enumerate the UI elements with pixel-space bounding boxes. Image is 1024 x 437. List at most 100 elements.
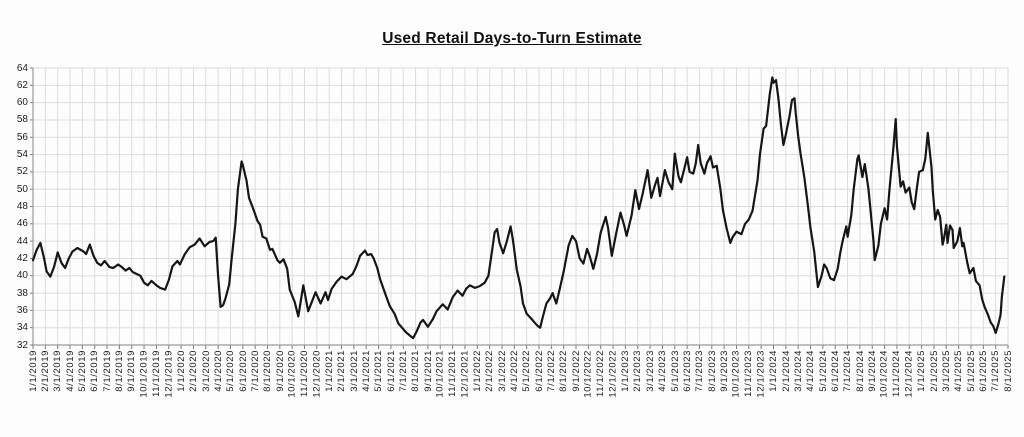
y-axis-label: 40 (16, 270, 28, 282)
x-axis-label: 5/1/2021 (373, 350, 385, 392)
x-axis-label: 4/1/2022 (508, 350, 520, 392)
y-axis-label: 34 (16, 322, 28, 334)
x-axis-label: 4/1/2020 (212, 350, 224, 392)
x-axis-label: 10/1/2022 (582, 350, 594, 398)
x-axis-label: 9/1/2020 (274, 350, 286, 392)
x-axis-label: 7/1/2022 (545, 350, 557, 392)
y-axis-label: 64 (16, 62, 28, 74)
x-axis-label: 8/1/2025 (1002, 350, 1014, 392)
x-axis-label: 3/1/2024 (792, 350, 804, 392)
x-axis-label: 6/1/2024 (829, 350, 841, 392)
x-axis-label: 7/1/2021 (397, 350, 409, 392)
x-axis-label: 5/1/2025 (965, 350, 977, 392)
x-axis-label: 9/1/2023 (718, 350, 730, 392)
x-axis-label: 8/1/2024 (854, 350, 866, 392)
data-series-line (31, 76, 1006, 340)
x-axis-label: 11/1/2023 (743, 350, 755, 397)
x-axis-label: 7/1/2025 (990, 350, 1002, 392)
x-axis-label: 1/1/2022 (471, 350, 483, 392)
x-axis-label: 2/1/2019 (39, 350, 51, 392)
x-axis-label: 10/1/2024 (879, 350, 891, 398)
x-axis-label: 6/1/2019 (89, 350, 101, 392)
x-axis-label: 3/1/2022 (496, 350, 508, 392)
y-axis-label: 44 (16, 235, 28, 247)
x-axis-label: 1/1/2020 (175, 350, 187, 392)
x-axis-label: 3/1/2025 (940, 350, 952, 392)
y-axis-label: 56 (16, 131, 28, 143)
x-axis-label: 7/1/2023 (693, 350, 705, 392)
x-axis-label: 3/1/2021 (348, 350, 360, 392)
y-axis-label: 62 (16, 79, 28, 91)
y-axis-label: 52 (16, 166, 28, 178)
x-axis-label: 12/1/2019 (163, 350, 175, 398)
y-axis-label: 42 (16, 252, 28, 264)
x-axis-label: 1/1/2021 (323, 350, 335, 392)
x-axis-label: 10/1/2019 (138, 350, 150, 398)
x-axis-label: 5/1/2024 (817, 350, 829, 392)
x-axis-label: 2/1/2024 (780, 350, 792, 392)
x-axis-label: 3/1/2020 (200, 350, 212, 392)
x-axis-label: 11/1/2024 (891, 350, 903, 397)
x-axis-label: 8/1/2019 (113, 350, 125, 392)
y-axis-label: 54 (16, 149, 28, 161)
x-axis-label: 6/1/2020 (237, 350, 249, 392)
y-axis-label: 46 (16, 218, 28, 230)
x-axis-label: 4/1/2021 (360, 350, 372, 392)
y-axis-label: 38 (16, 287, 28, 299)
x-axis-label: 5/1/2019 (76, 350, 88, 392)
x-axis-label: 8/1/2021 (410, 350, 422, 392)
x-axis-label: 1/1/2019 (27, 350, 39, 392)
x-axis-label: 5/1/2023 (669, 350, 681, 392)
y-axis-label: 36 (16, 304, 28, 316)
y-axis-label: 48 (16, 201, 28, 212)
x-axis-label: 7/1/2020 (249, 350, 261, 392)
x-axis-label: 6/1/2022 (533, 350, 545, 392)
x-axis-label: 2/1/2025 (928, 350, 940, 392)
x-axis-label: 4/1/2023 (656, 350, 668, 392)
x-axis-label: 8/1/2023 (706, 350, 718, 392)
y-axis-label: 50 (16, 183, 28, 195)
x-axis-label: 2/1/2023 (632, 350, 644, 392)
x-axis-label: 1/1/2024 (768, 350, 780, 392)
x-axis-label: 5/1/2022 (521, 350, 533, 392)
x-axis-label: 2/1/2022 (484, 350, 496, 392)
x-axis-label: 4/1/2024 (805, 350, 817, 392)
x-axis-label: 10/1/2020 (286, 350, 298, 398)
x-axis-label: 6/1/2025 (977, 350, 989, 392)
x-axis-label: 6/1/2023 (681, 350, 693, 392)
x-axis-label: 12/1/2021 (459, 350, 471, 398)
x-axis-label: 9/1/2024 (866, 350, 878, 392)
chart-title: Used Retail Days-to-Turn Estimate (382, 30, 642, 47)
x-axis-label: 3/1/2019 (52, 350, 64, 392)
x-axis-label: 4/1/2019 (64, 350, 76, 392)
x-axis-label: 9/1/2021 (422, 350, 434, 392)
x-axis-label: 11/1/2019 (150, 350, 162, 397)
x-axis-label: 7/1/2019 (101, 350, 113, 392)
x-axis-label: 5/1/2020 (224, 350, 236, 392)
x-axis-label: 9/1/2019 (126, 350, 138, 392)
y-axis-label: 58 (16, 114, 28, 126)
x-axis-label: 1/1/2023 (619, 350, 631, 392)
x-axis-label: 12/1/2024 (903, 350, 915, 398)
x-axis-label: 4/1/2025 (953, 350, 965, 392)
x-axis-label: 2/1/2021 (336, 350, 348, 392)
x-axis-label: 9/1/2022 (570, 350, 582, 392)
x-axis-label: 11/1/2022 (595, 350, 607, 397)
x-axis-label: 1/1/2025 (916, 350, 928, 392)
x-axis-label: 12/1/2023 (755, 350, 767, 398)
x-axis-label: 7/1/2024 (842, 350, 854, 392)
y-axis-label: 60 (16, 97, 28, 109)
x-axis-label: 11/1/2021 (447, 350, 459, 397)
x-axis-label: 10/1/2021 (434, 350, 446, 398)
x-axis-label: 10/1/2023 (730, 350, 742, 398)
x-axis-label: 8/1/2022 (558, 350, 570, 392)
x-axis-label: 11/1/2020 (299, 350, 311, 397)
x-axis-label: 2/1/2020 (187, 350, 199, 392)
x-axis-label: 6/1/2021 (385, 350, 397, 392)
x-axis-label: 12/1/2020 (311, 350, 323, 398)
x-axis-label: 12/1/2022 (607, 350, 619, 398)
x-axis-label: 8/1/2020 (262, 350, 273, 392)
x-axis-label: 3/1/2023 (644, 350, 656, 392)
